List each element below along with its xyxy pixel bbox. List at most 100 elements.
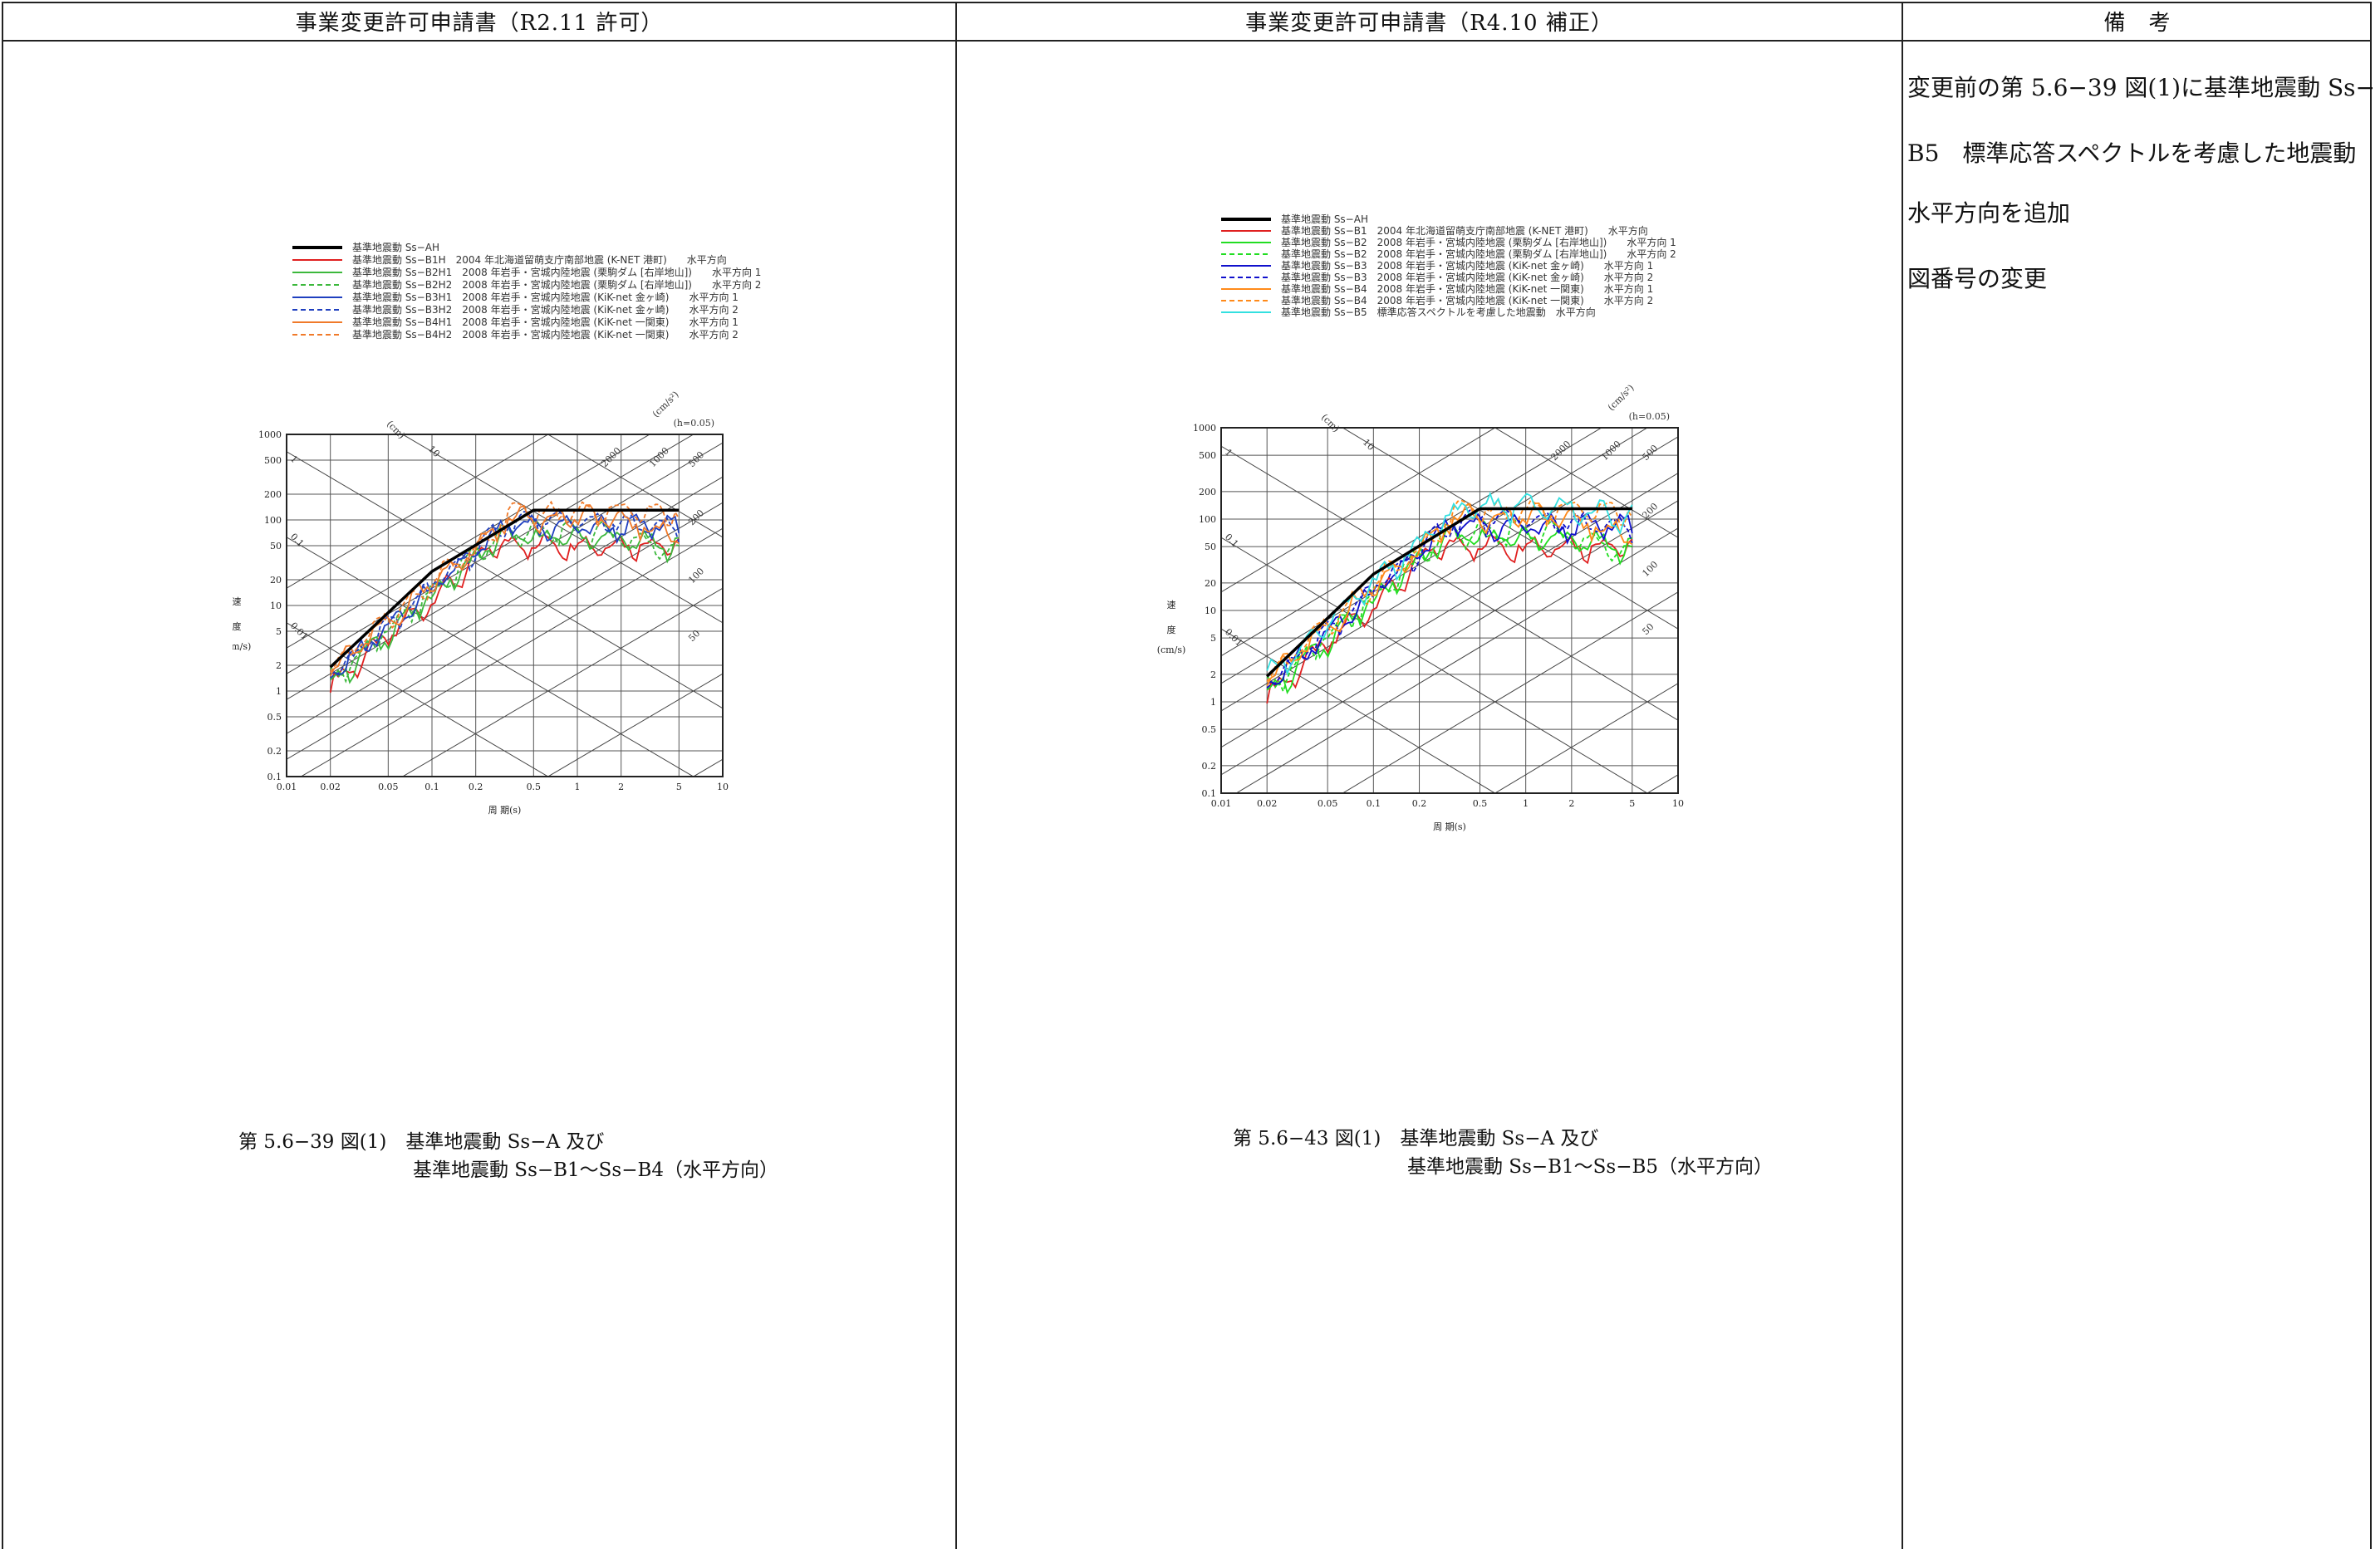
legend-label: 基準地震動 Ss−B2 2008 年岩手・宮城内陸地震 (栗駒ダム [右岸地山]… [1281,248,1676,260]
spectrum-curve [329,533,680,694]
x-tick-label: 5 [676,782,682,792]
displacement-value-label: 0.1 [288,532,307,550]
header-divider [2,40,2372,42]
figure-caption-before-line2: 基準地震動 Ss−B1〜Ss−B4（水平方向） [413,1159,779,1181]
acceleration-value-label: 200 [1640,501,1660,521]
y-tick-label: 0.2 [1202,761,1217,772]
x-tick-label: 0.01 [1211,798,1232,809]
y-tick-label: 1000 [258,429,282,440]
x-axis-title: 周 期(s) [1433,821,1466,832]
column-divider [955,2,957,1549]
legend-label: 基準地震動 Ss−B2H2 2008 年岩手・宮城内陸地震 (栗駒ダム [右岸地… [352,278,761,291]
legend-label: 基準地震動 Ss−B4H1 2008 年岩手・宮城内陸地震 (KiK-net 一… [352,316,739,328]
acceleration-value-label: 50 [1640,621,1656,637]
displacement-value-label: 0.01 [1223,626,1245,649]
displacement-line [1221,628,1496,793]
x-tick-label: 0.02 [1257,798,1278,809]
y-axis-title: 速 [233,596,242,607]
y-axis-title: 速 [1167,600,1176,610]
acceleration-line [1221,428,1602,657]
acceleration-line [300,527,723,777]
acceleration-line [1221,428,1648,684]
y-tick-label: 1000 [1193,423,1216,434]
remark-line: 図番号の変更 [1907,265,2048,292]
acceleration-line [287,442,723,700]
legend-label: 基準地震動 Ss−B3 2008 年岩手・宮城内陸地震 (KiK-net 金ヶ崎… [1281,271,1653,283]
displacement-value-label: 10 [426,444,442,459]
y-tick-label: 0.1 [267,772,282,782]
legend-label: 基準地震動 Ss−B2 2008 年岩手・宮城内陸地震 (栗駒ダム [右岸地山]… [1281,236,1676,248]
legend-label: 基準地震動 Ss−B4 2008 年岩手・宮城内陸地震 (KiK-net 一関東… [1281,294,1653,306]
displacement-line [287,537,694,777]
acceleration-unit-label: (cm/s²) [1606,382,1637,413]
figure-caption-after-line1: 第 5.6−43 図(1) 基準地震動 Ss−A 及び [1233,1128,1599,1149]
x-tick-label: 10 [717,782,729,792]
column-divider [1902,2,1903,1549]
y-tick-label: 2 [276,660,282,671]
y-tick-label: 0.2 [267,746,282,757]
acceleration-value-label: 2000 [1548,439,1573,463]
spectrum-curve [329,504,680,677]
spectrum-curve-ss-ah [329,508,680,669]
header-before: 事業変更許可申請書（R2.11 許可） [295,10,664,36]
spectrum-curve [330,510,680,679]
acceleration-line [1221,500,1678,776]
y-tick-label: 0.5 [267,712,282,723]
y-tick-label: 50 [1205,542,1216,552]
legend-label: 基準地震動 Ss−B1 2004 年北海道留萌支庁南部地震 (K-NET 港町)… [1281,224,1648,237]
spectrum-curve [1266,491,1633,676]
y-tick-label: 1 [276,686,282,697]
spectrum-curve [1266,525,1632,695]
acceleration-value-label: 500 [686,449,706,469]
spectrum-curve [1266,508,1633,689]
damping-label: (h=0.05) [674,418,714,429]
x-tick-label: 0.1 [424,782,439,792]
y-tick-label: 200 [1199,487,1216,498]
acceleration-line [1235,527,1678,793]
y-tick-label: 10 [270,600,282,611]
legend-label: 基準地震動 Ss−AH [1281,213,1368,225]
acceleration-value-label: 2000 [599,445,623,469]
y-tick-label: 500 [264,455,282,466]
y-tick-label: 1 [1210,697,1216,708]
y-axis-title: 度 [233,620,242,632]
acceleration-unit-label: (cm/s²) [650,389,681,419]
y-tick-label: 200 [264,489,282,500]
spectrum-curve [1266,533,1633,704]
remark-line: 水平方向を追加 [1907,199,2071,227]
y-tick-label: 2 [1210,669,1216,680]
damping-label: (h=0.05) [1629,411,1670,422]
acceleration-line [1221,473,1678,748]
remark-line: 変更前の第 5.6−39 図(1)に基準地震動 Ss− [1907,74,2375,101]
spectrum-curve [1266,502,1633,687]
figure-caption-before-line1: 第 5.6−39 図(1) 基準地震動 Ss−A 及び [238,1131,605,1153]
x-tick-label: 0.02 [320,782,341,792]
acceleration-value-label: 50 [686,628,702,644]
y-axis-title: 度 [1167,624,1176,635]
acceleration-line [287,434,650,649]
displacement-line [287,451,723,709]
acceleration-value-label: 100 [1640,559,1660,579]
x-tick-label: 10 [1672,798,1684,809]
legend-label: 基準地震動 Ss−AH [352,241,439,253]
legend-label: 基準地震動 Ss−B1H 2004 年北海道留萌支庁南部地震 (K-NET 港町… [352,253,727,266]
displacement-line [1221,445,1678,721]
acceleration-line [1221,428,1496,593]
x-tick-label: 2 [1568,798,1574,809]
y-tick-label: 5 [1210,633,1216,644]
acceleration-line [1494,683,1678,793]
x-tick-label: 0.05 [1318,798,1338,809]
y-tick-label: 0.1 [1202,788,1217,799]
x-tick-label: 0.1 [1367,798,1381,809]
y-tick-label: 0.5 [1202,724,1217,735]
x-tick-label: 0.05 [378,782,399,792]
displacement-line [1221,537,1648,793]
y-tick-label: 10 [1205,605,1216,616]
acceleration-value-label: 1000 [1599,439,1623,463]
header-after: 事業変更許可申請書（R4.10 補正） [1245,10,1613,36]
x-tick-label: 1 [575,782,581,792]
spectrum-curve [330,525,680,684]
y-tick-label: 20 [270,575,282,586]
displacement-value-label: 1 [288,453,300,465]
